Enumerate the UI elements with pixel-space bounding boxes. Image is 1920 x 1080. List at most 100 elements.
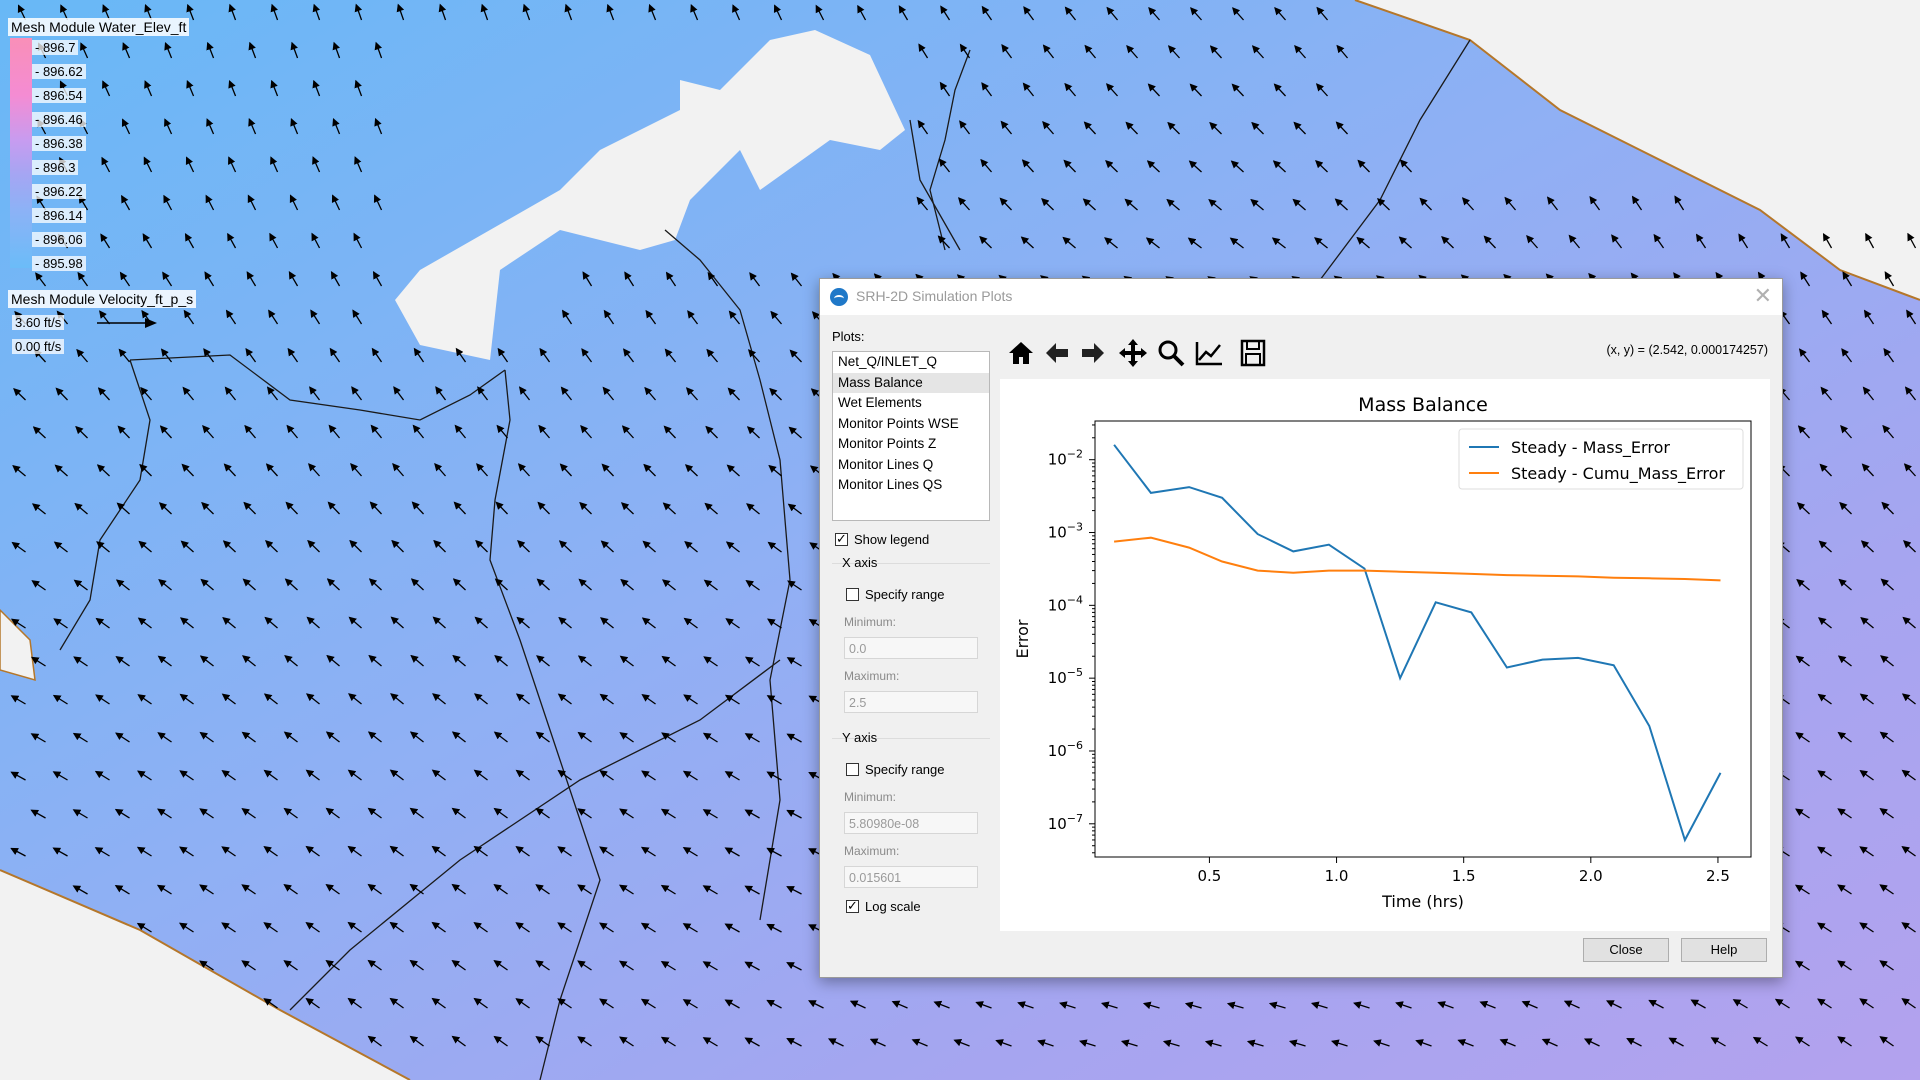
velocity-vector xyxy=(473,997,488,1009)
save-icon[interactable] xyxy=(1238,337,1268,369)
close-icon[interactable]: ✕ xyxy=(1753,283,1772,308)
velocity-vector xyxy=(221,769,236,781)
velocity-vector xyxy=(493,1035,508,1047)
velocity-vector xyxy=(1732,999,1748,1009)
velocity-vector xyxy=(577,884,592,895)
velocity-vector xyxy=(623,348,635,363)
velocity-vector xyxy=(413,347,425,363)
y-max-field[interactable]: 0.015601 xyxy=(844,866,978,888)
velocity-vector xyxy=(618,960,634,971)
velocity-vector xyxy=(980,158,993,173)
velocity-vector xyxy=(1064,6,1077,21)
velocity-vector xyxy=(493,960,508,971)
velocity-vector xyxy=(223,463,237,477)
forward-arrow-icon[interactable] xyxy=(1078,337,1108,369)
x-axis-group-label: X axis xyxy=(842,555,878,570)
velocity-vector xyxy=(305,845,320,857)
velocity-vector xyxy=(766,695,782,705)
y-specify-range-checkbox[interactable] xyxy=(846,763,859,776)
close-button[interactable]: Close xyxy=(1583,938,1669,962)
velocity-vector xyxy=(312,79,321,97)
velocity-vector xyxy=(1292,198,1306,211)
velocity-vector xyxy=(221,693,236,705)
velocity-vector xyxy=(325,807,340,819)
velocity-vector xyxy=(115,732,130,743)
zoom-icon[interactable] xyxy=(1156,337,1186,369)
velocity-vector xyxy=(265,463,279,477)
plot-item-monitor-points-z[interactable]: Monitor Points Z xyxy=(838,436,937,451)
velocity-vector xyxy=(1271,237,1286,249)
velocity-vector xyxy=(1000,120,1013,135)
velocity-vector xyxy=(557,998,572,1009)
x-min-field[interactable]: 0.0 xyxy=(844,637,978,659)
plot-item-wet-elements[interactable]: Wet Elements xyxy=(838,395,922,410)
velocity-vector xyxy=(389,769,404,781)
help-button[interactable]: Help xyxy=(1681,938,1767,962)
velocity-vector xyxy=(1526,235,1539,249)
velocity-vector xyxy=(114,885,130,895)
velocity-vector xyxy=(660,884,676,895)
y-min-field[interactable]: 5.80980e-08 xyxy=(844,812,978,834)
velocity-vector xyxy=(143,156,153,173)
velocity-vector xyxy=(367,807,382,819)
velocity-vector xyxy=(305,769,320,781)
x-tick-label: 2.5 xyxy=(1706,867,1730,885)
velocity-vector xyxy=(1859,693,1874,705)
velocity-vector xyxy=(1023,6,1035,21)
velocity-vector xyxy=(367,883,382,895)
y-tick-label: 10−4 xyxy=(1048,593,1083,614)
plot-item-mass-balance[interactable]: Mass Balance xyxy=(833,372,989,393)
velocity-legend-arrow-icon xyxy=(97,318,157,328)
velocity-vector xyxy=(600,617,614,629)
log-scale-checkbox[interactable] xyxy=(846,898,859,914)
home-icon[interactable] xyxy=(1006,337,1036,369)
velocity-vector xyxy=(766,923,782,933)
plot-item-monitor-lines-q[interactable]: Monitor Lines Q xyxy=(838,456,934,472)
velocity-vector xyxy=(1166,198,1180,211)
velocity-vector xyxy=(431,845,446,857)
velocity-vector xyxy=(32,426,46,439)
dialog-titlebar[interactable]: SRH-2D Simulation Plots ✕ xyxy=(820,279,1782,315)
mass-balance-chart[interactable]: Mass Balance Time (hrs) Error 0.5 1.0 1.5 2.0 2… xyxy=(1000,379,1770,931)
velocity-vector xyxy=(827,1038,844,1047)
velocity-vector xyxy=(1818,540,1832,553)
velocity-vector xyxy=(1294,45,1307,59)
velocity-vector xyxy=(284,578,298,591)
velocity-vector xyxy=(327,501,340,515)
x-specify-range-checkbox[interactable] xyxy=(846,588,859,601)
velocity-vector xyxy=(1817,922,1832,933)
plot-item-monitor-lines-qs[interactable]: Monitor Lines QS xyxy=(838,477,943,492)
velocity-vector xyxy=(1483,235,1496,249)
back-arrow-icon[interactable] xyxy=(1042,337,1072,369)
velocity-vector xyxy=(494,654,508,667)
velocity-vector xyxy=(433,539,446,553)
plot-canvas[interactable]: Mass Balance Time (hrs) Error 0.5 1.0 1.5 2.0 2… xyxy=(1000,379,1770,931)
plots-list[interactable]: Net_Q/INLET_Q Mass Balance Wet Elements … xyxy=(832,351,990,521)
y-tick-label: 10−2 xyxy=(1048,448,1083,469)
velocity-vector xyxy=(1145,237,1160,249)
velocity-vector xyxy=(536,578,550,591)
velocity-vector xyxy=(1880,655,1894,667)
velocity-vector xyxy=(179,770,194,781)
velocity-vector xyxy=(332,41,341,59)
velocity-vector xyxy=(1437,1001,1454,1009)
velocity-vector xyxy=(474,616,488,629)
plot-item-monitor-points-wse[interactable]: Monitor Points WSE xyxy=(838,415,959,431)
plot-item-net-q[interactable]: Net_Q/INLET_Q xyxy=(838,354,938,369)
velocity-vector xyxy=(95,617,110,629)
velocity-vector xyxy=(1541,1038,1558,1047)
velocity-vector xyxy=(564,3,573,21)
velocity-vector xyxy=(368,578,382,591)
x-max-field[interactable]: 2.5 xyxy=(844,691,978,713)
velocity-vector xyxy=(1879,808,1894,819)
velocity-vector xyxy=(1167,121,1180,135)
land-left-edge xyxy=(0,608,36,682)
show-legend-checkbox[interactable] xyxy=(835,531,848,547)
velocity-vector xyxy=(305,997,320,1009)
velocity-vector xyxy=(661,579,676,591)
pan-icon[interactable] xyxy=(1118,337,1148,369)
subplot-config-icon[interactable] xyxy=(1194,337,1224,369)
velocity-vector xyxy=(1818,617,1832,629)
velocity-vector xyxy=(1125,121,1138,135)
velocity-vector xyxy=(705,425,718,439)
